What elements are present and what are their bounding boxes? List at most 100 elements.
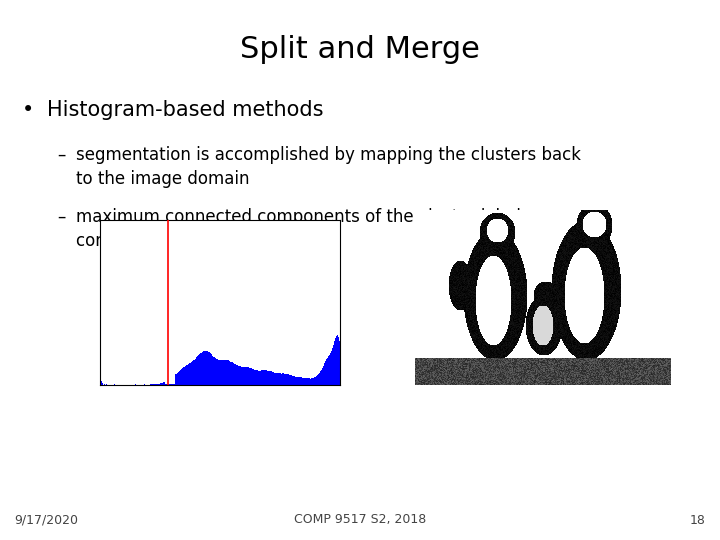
Bar <box>204 351 205 385</box>
Bar <box>179 370 181 385</box>
Bar <box>106 384 107 385</box>
Text: Split and Merge: Split and Merge <box>240 35 480 64</box>
Bar <box>170 384 171 385</box>
Bar <box>194 359 196 385</box>
Bar <box>230 361 231 385</box>
Bar <box>238 366 239 385</box>
Bar <box>306 378 307 385</box>
Bar <box>313 378 314 385</box>
Bar <box>193 361 194 385</box>
Bar <box>185 366 186 385</box>
Bar <box>169 384 170 385</box>
Bar <box>171 384 172 385</box>
Bar <box>326 360 328 385</box>
Bar <box>259 370 261 385</box>
Bar <box>305 378 306 385</box>
Bar <box>338 341 340 385</box>
Bar <box>323 364 325 385</box>
Bar <box>287 374 288 385</box>
Bar <box>225 360 227 385</box>
Bar <box>257 370 258 385</box>
Bar <box>264 370 265 385</box>
Bar <box>311 379 312 385</box>
Bar <box>279 373 280 385</box>
Text: constitute the segments: constitute the segments <box>76 232 279 250</box>
Bar <box>187 364 188 385</box>
Bar <box>292 376 294 385</box>
Bar <box>289 375 291 385</box>
Bar <box>190 363 191 385</box>
Bar <box>176 373 178 385</box>
Bar <box>298 377 299 385</box>
Bar <box>166 384 167 385</box>
Bar <box>182 368 184 385</box>
Text: COMP 9517 S2, 2018: COMP 9517 S2, 2018 <box>294 514 426 526</box>
Bar <box>196 358 197 385</box>
Bar <box>164 381 166 385</box>
Bar <box>234 364 235 385</box>
Bar <box>316 376 317 385</box>
Bar <box>198 355 199 385</box>
Bar <box>163 382 164 385</box>
Bar <box>288 374 289 385</box>
Bar <box>262 370 264 385</box>
Bar <box>167 383 168 385</box>
Bar <box>239 366 240 385</box>
Bar <box>231 362 233 385</box>
Bar <box>274 373 276 385</box>
Text: 18: 18 <box>690 514 706 526</box>
Bar <box>201 353 202 385</box>
Bar <box>336 335 337 385</box>
Bar <box>286 374 287 385</box>
Bar <box>320 370 322 385</box>
Bar <box>329 355 330 385</box>
Bar <box>250 368 251 385</box>
Bar <box>258 370 259 385</box>
Bar <box>99 228 101 385</box>
Bar <box>319 373 320 385</box>
Bar <box>276 373 277 385</box>
Bar <box>314 377 315 385</box>
Bar <box>249 368 250 385</box>
Text: to the image domain: to the image domain <box>76 170 249 188</box>
Bar <box>291 375 292 385</box>
Bar <box>228 361 230 385</box>
Bar <box>261 370 262 385</box>
Bar <box>172 384 173 385</box>
Bar <box>301 377 302 385</box>
Bar <box>160 383 161 385</box>
Bar <box>285 374 286 385</box>
Bar <box>331 351 332 385</box>
Bar <box>340 348 341 385</box>
Bar <box>268 370 269 385</box>
Bar <box>205 350 206 385</box>
Bar <box>284 374 285 385</box>
Bar <box>151 384 152 385</box>
Bar <box>217 359 218 385</box>
Bar <box>303 378 304 385</box>
Bar <box>242 367 243 385</box>
Bar <box>156 384 157 385</box>
Bar <box>315 377 316 385</box>
Bar <box>318 374 319 385</box>
Bar <box>101 371 102 385</box>
Bar <box>283 373 284 385</box>
Bar <box>152 384 153 385</box>
Bar <box>334 341 335 385</box>
Bar <box>206 351 207 385</box>
Bar <box>173 384 174 385</box>
Bar <box>330 353 331 385</box>
Bar <box>102 383 103 385</box>
Bar <box>322 368 323 385</box>
Bar <box>328 356 329 385</box>
Bar <box>235 364 236 385</box>
Bar <box>215 358 216 385</box>
Bar <box>269 371 270 385</box>
Bar <box>175 374 176 385</box>
Bar <box>203 351 204 385</box>
Bar <box>270 371 271 385</box>
Bar <box>251 368 252 385</box>
Bar <box>188 364 189 385</box>
Bar <box>168 384 169 385</box>
Bar <box>184 367 185 385</box>
